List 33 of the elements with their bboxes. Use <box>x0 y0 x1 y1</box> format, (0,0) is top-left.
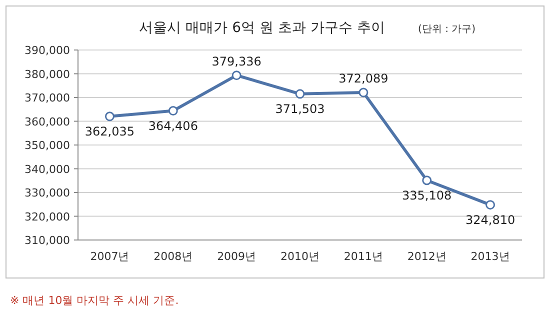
x-tick-label: 2007년 <box>90 250 130 263</box>
y-tick-label: 380,000 <box>24 68 70 81</box>
x-tick-label: 2011년 <box>344 250 383 263</box>
x-tick-label: 2012년 <box>407 250 446 263</box>
x-tick-label: 2013년 <box>470 250 510 263</box>
x-tick-label: 2010년 <box>280 250 320 263</box>
data-label: 372,089 <box>338 72 388 86</box>
y-tick-label: 330,000 <box>24 186 70 200</box>
point <box>295 89 305 99</box>
data-label: 371,503 <box>275 102 325 116</box>
point <box>486 200 496 210</box>
point <box>358 88 368 98</box>
point <box>168 106 178 116</box>
point <box>232 70 242 80</box>
y-tick-label: 350,000 <box>24 139 70 152</box>
y-tick-label: 390,000 <box>24 44 70 57</box>
data-label: 335,108 <box>402 188 452 202</box>
y-tick-label: 340,000 <box>24 162 70 176</box>
y-tick-label: 320,000 <box>24 210 70 224</box>
point <box>104 112 114 122</box>
data-label: 324,810 <box>465 212 516 227</box>
data-label: 379,336 <box>212 54 262 68</box>
chart-subtitle: (단위 : 가구) <box>418 24 476 35</box>
data-label: 362,035 <box>84 124 135 138</box>
y-tick-label: 310,000 <box>24 234 70 247</box>
point <box>422 176 432 186</box>
data-label: 364,406 <box>148 118 198 133</box>
y-tick-label: 370,000 <box>24 92 70 104</box>
y-tick-label: 360,000 <box>24 115 70 128</box>
x-tick-label: 2009년 <box>217 250 256 263</box>
chart-title: 서울시 매매가 6억 원 초과 가구수 추이 <box>139 20 385 36</box>
text: ※ 매년 10월 마지막 주 시세 기준. <box>10 294 179 307</box>
x-tick-label: 2008년 <box>154 250 193 263</box>
